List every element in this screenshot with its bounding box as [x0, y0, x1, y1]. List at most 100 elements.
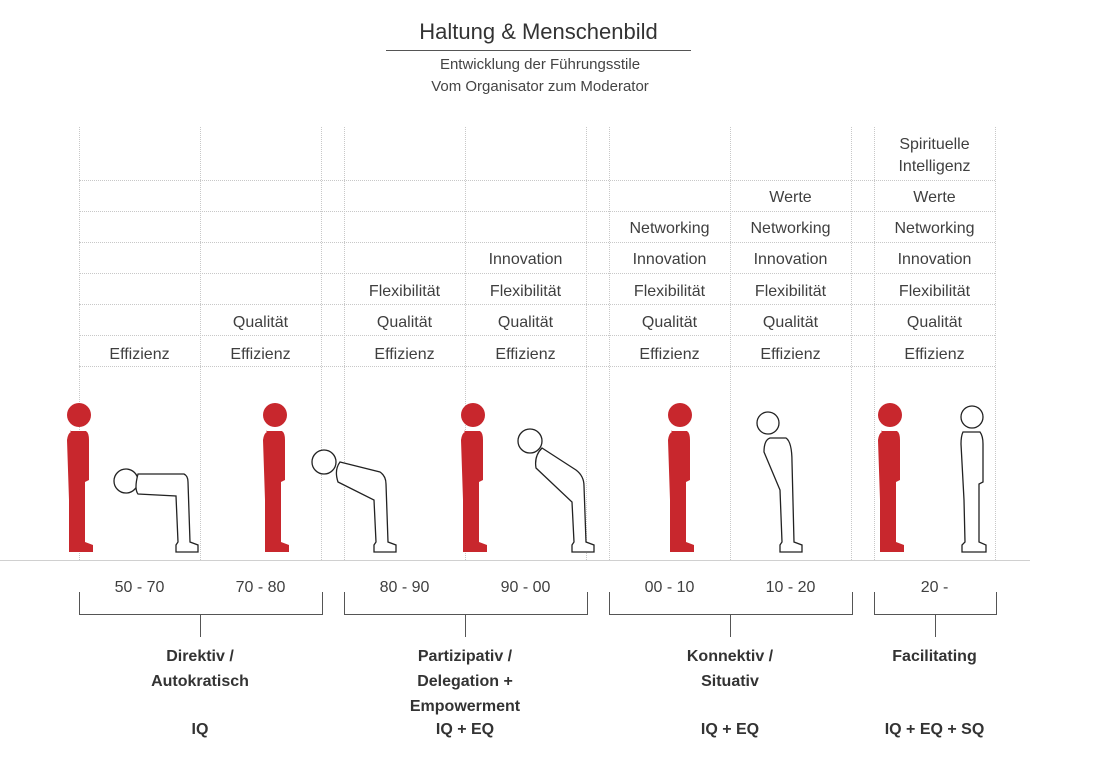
value-cell: Werte — [913, 189, 956, 206]
grid-vertical-line — [465, 127, 466, 560]
leadership-style-line: Empowerment — [409, 698, 521, 715]
follower-figure-body — [534, 447, 595, 553]
follower-figure-head — [756, 411, 780, 435]
value-cell: Flexibilität — [368, 283, 441, 300]
grid-horizontal-line — [79, 180, 995, 181]
value-cell: Innovation — [753, 251, 828, 268]
value-cell: Networking — [894, 220, 975, 237]
group-bracket — [874, 592, 997, 615]
value-cell: Flexibilität — [489, 283, 562, 300]
value-cell: Flexibilität — [633, 283, 706, 300]
follower-figure-body — [135, 473, 199, 553]
grid-vertical-line — [995, 127, 996, 560]
value-cell: Effizienz — [639, 346, 700, 363]
leadership-style-line: Situativ — [701, 673, 759, 690]
value-cell: Qualität — [762, 314, 819, 331]
value-cell: Effizienz — [109, 346, 170, 363]
bracket-stem — [935, 615, 936, 637]
value-cell: Flexibilität — [898, 283, 971, 300]
intelligence-label: IQ + EQ — [435, 721, 495, 738]
grid-vertical-line — [609, 127, 610, 560]
value-cell: Qualität — [232, 314, 289, 331]
value-cell: Qualität — [376, 314, 433, 331]
leadership-style-line: Partizipativ / — [417, 648, 513, 665]
grid-vertical-line — [874, 127, 875, 560]
value-cell: Innovation — [897, 251, 972, 268]
leader-figure-body — [67, 430, 93, 552]
leadership-style-label: Direktiv / Autokratisch — [100, 644, 300, 694]
value-cell: Flexibilität — [754, 283, 827, 300]
period-range: 90 - 00 — [500, 579, 551, 596]
bracket-stem — [730, 615, 731, 637]
group-bracket — [609, 592, 853, 615]
period-range: 00 - 10 — [644, 579, 695, 596]
value-cell: Effizienz — [374, 346, 435, 363]
grid-horizontal-line — [79, 273, 995, 274]
diagram-subtitle-1: Entwicklung der Führungsstile — [439, 56, 641, 73]
leader-figure-head — [67, 403, 91, 427]
value-cell: Innovation — [632, 251, 707, 268]
value-cell: Networking — [629, 220, 710, 237]
follower-figure-head — [517, 428, 543, 454]
leadership-style-line: Autokratisch — [151, 673, 249, 690]
group-bracket — [79, 592, 323, 615]
ground-line — [0, 560, 1030, 561]
leadership-style-line: Delegation + — [417, 673, 513, 690]
leader-figure-body — [263, 430, 289, 552]
grid-horizontal-line — [79, 366, 995, 367]
follower-figure-head — [960, 405, 984, 429]
grid-vertical-line — [79, 127, 80, 560]
period-range: 80 - 90 — [379, 579, 430, 596]
period-range: 10 - 20 — [765, 579, 816, 596]
grid-horizontal-line — [79, 211, 995, 212]
grid-vertical-line — [586, 127, 587, 560]
grid-horizontal-line — [79, 304, 995, 305]
leader-figure-head — [668, 403, 692, 427]
grid-vertical-line — [344, 127, 345, 560]
leader-figure-body — [668, 430, 694, 552]
value-cell: Effizienz — [230, 346, 291, 363]
period-range: 70 - 80 — [235, 579, 286, 596]
grid-horizontal-line — [79, 242, 995, 243]
follower-figure-head — [113, 468, 139, 494]
grid-vertical-line — [730, 127, 731, 560]
grid-vertical-line — [851, 127, 852, 560]
value-cell: Effizienz — [760, 346, 821, 363]
follower-figure-head — [311, 449, 337, 475]
leadership-style-label: Facilitating — [835, 644, 1035, 669]
value-cell: Networking — [750, 220, 831, 237]
value-cell: Spirituelle Intelligenz — [898, 136, 971, 175]
value-cell: Qualität — [497, 314, 554, 331]
value-cell: Effizienz — [495, 346, 556, 363]
leader-figure-head — [263, 403, 287, 427]
value-cell: Effizienz — [904, 346, 965, 363]
leadership-style-line: Facilitating — [892, 648, 977, 665]
follower-figure-body — [960, 431, 987, 553]
grid-vertical-line — [321, 127, 322, 560]
leader-figure-head — [461, 403, 485, 427]
diagram-title: Haltung & Menschenbild — [419, 19, 658, 44]
value-cell: Werte — [769, 189, 812, 206]
bracket-stem — [200, 615, 201, 637]
period-range: 20 - — [920, 579, 949, 596]
grid-horizontal-line — [79, 335, 995, 336]
diagram-subtitle-2: Vom Organisator zum Moderator — [431, 78, 649, 95]
intelligence-label: IQ + EQ — [700, 721, 760, 738]
group-bracket — [344, 592, 588, 615]
title-underline — [386, 50, 691, 51]
bracket-stem — [465, 615, 466, 637]
leadership-style-label: Konnektiv / Situativ — [630, 644, 830, 694]
leader-figure-head — [878, 403, 902, 427]
leadership-style-line: Konnektiv / — [686, 648, 774, 665]
leader-figure-body — [461, 430, 487, 552]
follower-figure-body — [335, 461, 397, 553]
leadership-style-line: Direktiv / — [166, 648, 234, 665]
value-cell: Qualität — [906, 314, 963, 331]
follower-figure-body — [763, 437, 803, 553]
leader-figure-body — [878, 430, 904, 552]
value-cell: Innovation — [488, 251, 563, 268]
grid-vertical-line — [200, 127, 201, 560]
intelligence-label: IQ — [191, 721, 209, 738]
intelligence-label: IQ + EQ + SQ — [884, 721, 985, 738]
